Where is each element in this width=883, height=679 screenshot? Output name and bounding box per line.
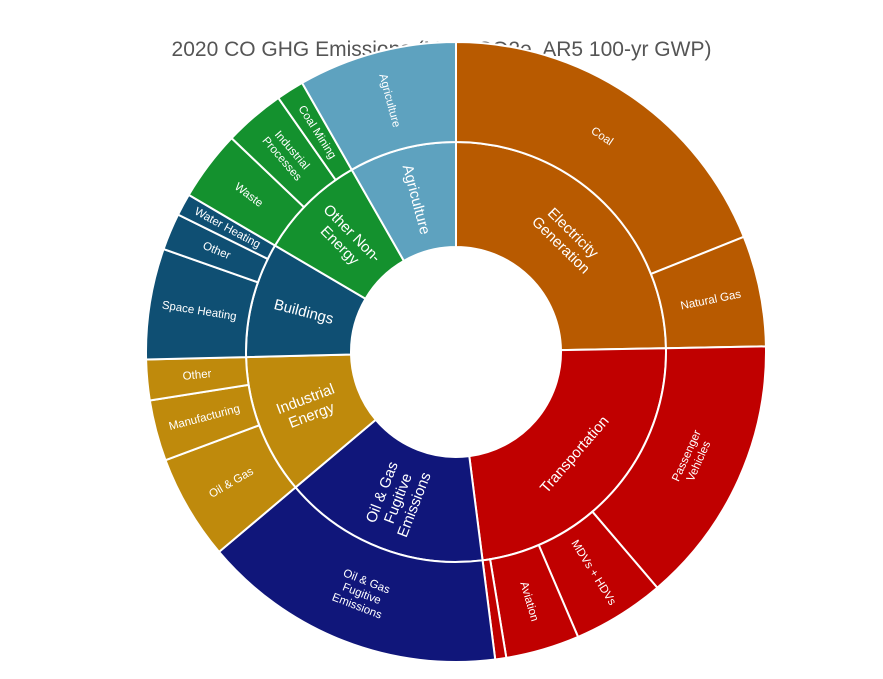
sub-label-industrial-energy-other: Other — [182, 368, 212, 383]
sub-segment-electricity-generation-coal — [455, 40, 746, 276]
sub-segment-agriculture-agriculture — [300, 40, 457, 172]
